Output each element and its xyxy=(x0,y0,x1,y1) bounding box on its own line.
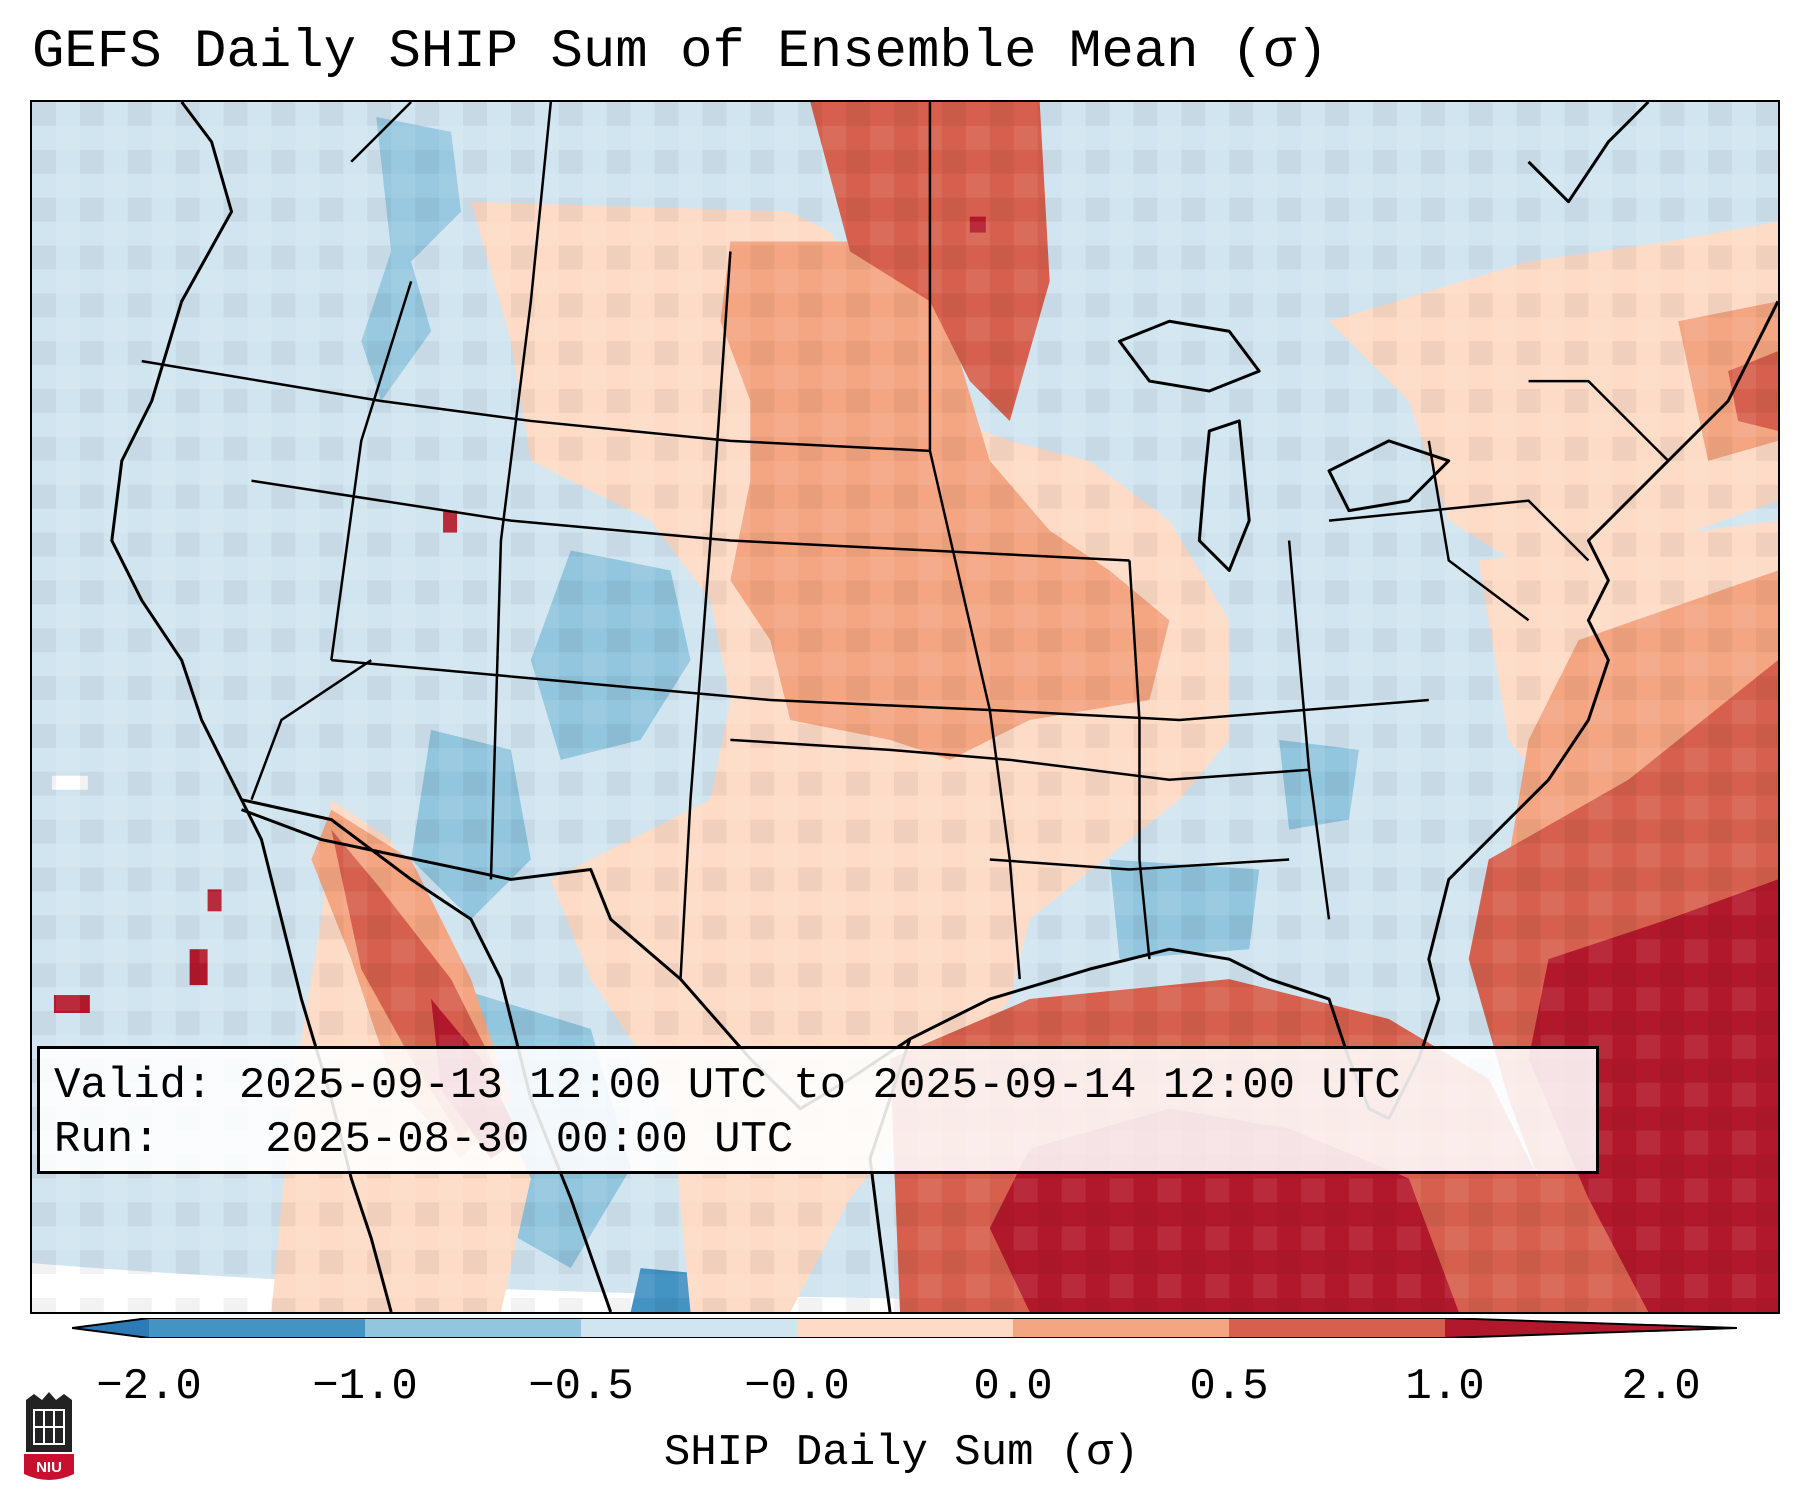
map-title: GEFS Daily SHIP Sum of Ensemble Mean (σ) xyxy=(32,22,1329,83)
border-lon-5 xyxy=(1128,560,1151,960)
colorbar-segment-4 xyxy=(797,1318,1013,1338)
run-value: 2025-08-30 00:00 UTC xyxy=(265,1115,794,1165)
valid-run-info-box: Valid: 2025-09-13 12:00 UTC to 2025-09-1… xyxy=(37,1046,1599,1174)
colorbar-tick-1: −2.0 xyxy=(96,1362,202,1412)
border-california-nevada xyxy=(250,659,372,801)
niu-logo-shield xyxy=(24,1454,74,1480)
atlantic-coastline xyxy=(1387,300,1778,1120)
border-lon-1 xyxy=(330,281,413,661)
colorbar-extend-low xyxy=(72,1318,149,1338)
border-lat-2 xyxy=(251,479,1130,562)
colorbar-segment-2 xyxy=(365,1318,581,1338)
colorbar-tick-7: 1.0 xyxy=(1405,1362,1485,1412)
border-lon-0 xyxy=(350,102,413,163)
colorbar xyxy=(72,1318,1737,1338)
lake-superior xyxy=(1118,319,1261,393)
lake-michigan xyxy=(1197,419,1251,572)
colorbar-tick-5: 0.0 xyxy=(973,1362,1053,1412)
border-lon-6 xyxy=(1287,540,1331,920)
border-new-england xyxy=(1528,379,1670,462)
border-lat-4 xyxy=(730,738,1310,782)
border-lon-3 xyxy=(679,251,732,980)
colorbar-extend-high xyxy=(1445,1318,1737,1338)
state-borders xyxy=(141,102,1670,980)
valid-value: 2025-09-13 12:00 UTC to 2025-09-14 12:00… xyxy=(238,1061,1401,1111)
colorbar-tick-8: 2.0 xyxy=(1621,1362,1701,1412)
niu-logo-text: NIU xyxy=(36,1459,62,1476)
niu-logo: NIU xyxy=(24,1392,74,1480)
niu-logo-tower xyxy=(26,1392,72,1452)
colorbar-segment-6 xyxy=(1229,1318,1445,1338)
colorbar-tick-2: −1.0 xyxy=(312,1362,418,1412)
border-lat-3 xyxy=(331,658,1429,722)
border-pennsylvania xyxy=(1328,499,1590,562)
colorbar-label: SHIP Daily Sum (σ) xyxy=(663,1428,1140,1478)
run-label: Run: xyxy=(54,1115,160,1165)
valid-label: Valid: xyxy=(54,1061,213,1111)
border-lat-1 xyxy=(141,359,931,453)
st-lawrence xyxy=(1527,102,1650,204)
colorbar-tick-4: −0.0 xyxy=(744,1362,850,1412)
mexico-border-gulf-of-california xyxy=(241,798,613,1312)
border-lon-2 xyxy=(489,102,553,880)
colorbar-tick-3: −0.5 xyxy=(528,1362,634,1412)
border-lon-7 xyxy=(1427,440,1530,622)
lake-erie-ontario xyxy=(1327,439,1451,513)
colorbar-tick-6: 0.5 xyxy=(1189,1362,1269,1412)
border-lon-4 xyxy=(928,102,1021,980)
colorbar-segment-1 xyxy=(149,1318,365,1338)
colorbar-segment-5 xyxy=(1013,1318,1229,1338)
colorbar-segment-3 xyxy=(581,1318,797,1338)
border-lat-5 xyxy=(989,858,1290,871)
